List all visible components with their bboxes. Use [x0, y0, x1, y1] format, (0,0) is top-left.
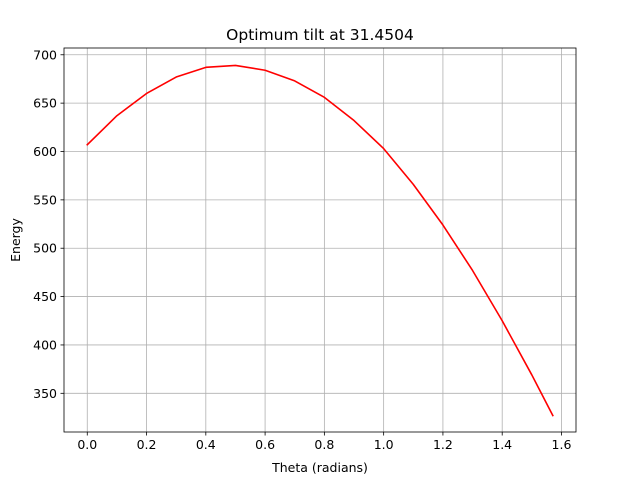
y-tick-label: 450 — [33, 289, 57, 304]
x-tick-label: 1.0 — [374, 437, 394, 452]
x-tick-label: 0.6 — [255, 437, 275, 452]
grid — [64, 48, 576, 432]
y-tick-label: 600 — [33, 144, 57, 159]
series-layer — [86, 64, 554, 417]
x-tick-label: 1.6 — [552, 437, 572, 452]
x-tick-label: 1.2 — [433, 437, 453, 452]
x-axis-label: Theta (radians) — [271, 460, 368, 475]
x-tick-label: 0.2 — [137, 437, 157, 452]
y-tick-label: 400 — [33, 337, 57, 352]
x-tick-label: 0.4 — [196, 437, 216, 452]
y-tick-label: 500 — [33, 241, 57, 256]
y-tick-label: 350 — [33, 386, 57, 401]
x-axis-ticks: 0.0 0.2 0.4 0.6 0.8 1.0 1.2 1.4 1.6 — [77, 432, 571, 452]
axes-frame — [63, 47, 577, 433]
energy-line — [86, 64, 554, 417]
x-tick-label: 0.8 — [314, 437, 334, 452]
x-tick-label: 0.0 — [77, 437, 97, 452]
chart-title: Optimum tilt at 31.4504 — [226, 26, 414, 44]
y-tick-label: 650 — [33, 96, 57, 111]
y-tick-label: 550 — [33, 192, 57, 207]
y-axis-ticks: 350 400 450 500 550 600 650 700 — [33, 47, 64, 401]
x-tick-label: 1.4 — [492, 437, 512, 452]
y-axis-label: Energy — [8, 218, 23, 262]
y-tick-label: 700 — [33, 47, 57, 62]
